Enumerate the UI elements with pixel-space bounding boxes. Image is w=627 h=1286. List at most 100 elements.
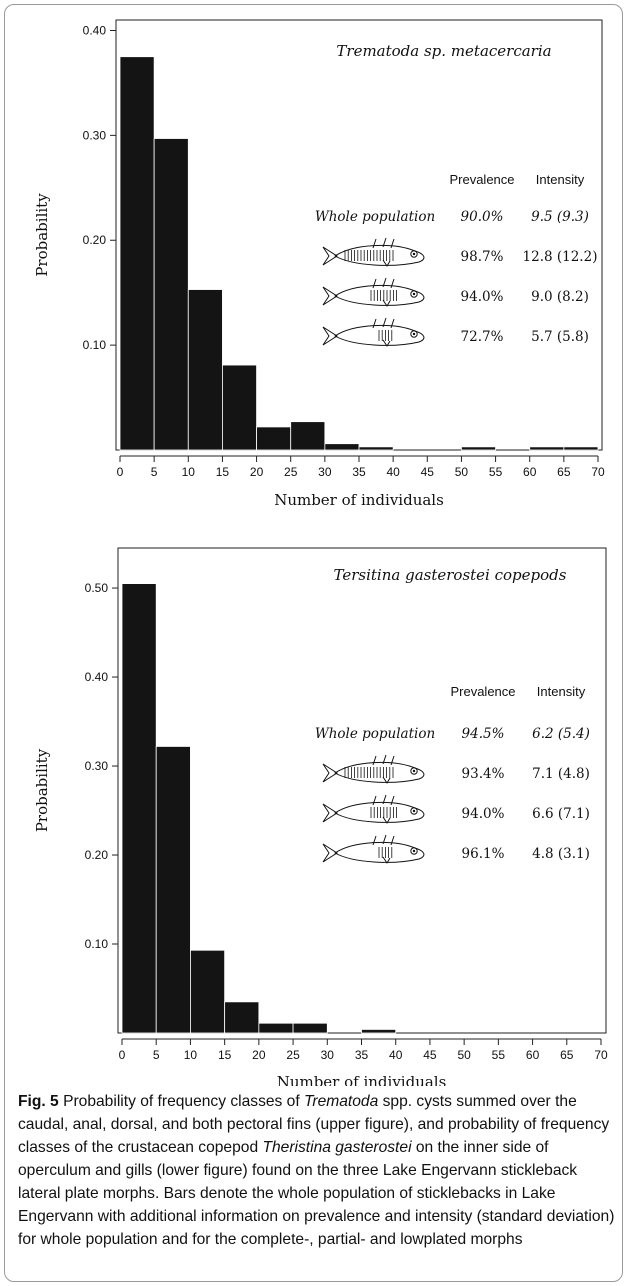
table-header-intensity: Intensity <box>537 684 586 699</box>
row-prevalence: 94.0% <box>462 806 505 822</box>
row-prevalence: 94.5% <box>462 726 505 742</box>
caption-text: Probability of frequency classes of Trem… <box>18 1093 614 1248</box>
bar <box>119 56 155 451</box>
y-axis-label: Probability <box>33 748 51 832</box>
x-tick-label: 35 <box>355 1048 369 1062</box>
fish-tail <box>322 246 338 266</box>
fish-spine <box>382 237 387 248</box>
fish-spine <box>390 755 395 766</box>
fish-eye <box>410 847 418 855</box>
fish-spine <box>372 755 377 766</box>
x-tick-label: 0 <box>119 1048 126 1062</box>
bar <box>222 364 257 451</box>
complete-plated-stickleback-icon <box>322 237 425 267</box>
bar <box>324 443 360 451</box>
x-tick-label: 20 <box>250 465 264 479</box>
x-tick-label: 10 <box>182 465 196 479</box>
chart-title: Trematoda sp. metacercaria <box>336 42 551 60</box>
bar <box>358 446 394 451</box>
fish-spine <box>390 238 395 249</box>
x-tick-label: 45 <box>421 465 435 479</box>
x-tick-label: 40 <box>386 465 400 479</box>
y-tick-label: 0.40 <box>83 23 107 37</box>
bar <box>190 949 226 1034</box>
fish-spine <box>372 318 377 329</box>
y-tick-label: 0.20 <box>85 848 109 862</box>
fish-pelvic-fin <box>382 776 391 784</box>
bar <box>529 446 565 451</box>
bar <box>155 746 191 1034</box>
y-axis-label: Probability <box>33 193 51 277</box>
x-tick-label: 5 <box>153 1048 160 1062</box>
low-plated-stickleback-icon <box>322 834 425 864</box>
fish-eye <box>410 290 418 298</box>
x-tick-label: 15 <box>218 1048 232 1062</box>
x-tick-label: 60 <box>523 465 537 479</box>
fish-pelvic-fin <box>382 856 391 864</box>
caption-run: on the inner side of operculum and gills… <box>18 1139 615 1248</box>
figure-frame <box>4 4 623 1282</box>
fish-spine <box>382 834 387 845</box>
bar <box>361 1029 397 1034</box>
fish-pupil <box>412 849 416 853</box>
y-tick-label: 0.10 <box>85 937 109 951</box>
row-prevalence: 94.0% <box>461 289 504 305</box>
x-tick-label: 25 <box>286 1048 300 1062</box>
caption-run: spp. cysts summed over the caudal, anal,… <box>18 1093 610 1156</box>
x-tick-label: 65 <box>560 1048 574 1062</box>
fish-tail <box>322 763 338 783</box>
caption-italic-term: Theristina gasterostei <box>262 1139 412 1156</box>
fish-pupil <box>412 332 416 336</box>
bar <box>290 421 326 451</box>
fish-pelvic-fin <box>382 259 391 267</box>
y-tick-label: 0.50 <box>85 581 109 595</box>
fish-spine <box>372 795 377 806</box>
chart-title: Tersitina gasterostei copepods <box>334 566 567 584</box>
figure-label: Fig. 5 <box>18 1093 59 1110</box>
fish-eye <box>410 330 418 338</box>
fish-pupil <box>412 292 416 296</box>
x-tick-label: 10 <box>184 1048 198 1062</box>
bar <box>258 1022 294 1034</box>
x-tick-label: 35 <box>352 465 366 479</box>
y-tick-label: 0.40 <box>85 670 109 684</box>
row-intensity: 9.5 (9.3) <box>531 209 589 225</box>
x-tick-label: 25 <box>284 465 298 479</box>
x-tick-label: 40 <box>389 1048 403 1062</box>
y-tick-label: 0.30 <box>83 128 107 142</box>
x-tick-label: 70 <box>594 1048 608 1062</box>
bar <box>461 446 496 451</box>
fish-spine <box>382 754 387 765</box>
table-header-prevalence: Prevalence <box>450 684 515 699</box>
chart-2: 0.10 0.20 0.30 0.40 0.50 0 5 10 15 20 25 30 35 40 45 50… <box>33 547 608 1086</box>
fish-spine <box>382 277 387 288</box>
bar <box>121 583 157 1034</box>
fish-spine <box>382 794 387 805</box>
fish-pelvic-fin <box>382 339 391 347</box>
x-tick-label: 0 <box>117 465 124 479</box>
x-tick-label: 65 <box>557 465 571 479</box>
bar <box>563 446 599 451</box>
fish-eye <box>410 807 418 815</box>
fish-body <box>334 841 425 863</box>
fish-spine <box>390 795 395 806</box>
fish-spine <box>390 835 395 846</box>
table-header-prevalence: Prevalence <box>449 172 514 187</box>
x-tick-label: 20 <box>252 1048 266 1062</box>
x-axis-label: Number of individuals <box>277 1073 447 1086</box>
fish-eye <box>410 250 418 258</box>
x-tick-label: 55 <box>489 465 503 479</box>
fish-spine <box>390 318 395 329</box>
bar <box>292 1022 328 1034</box>
figure-caption: Fig. 5 Probability of frequency classes … <box>18 1090 618 1251</box>
bar <box>187 289 223 451</box>
partial-plated-stickleback-icon <box>322 794 425 824</box>
x-tick-label: 45 <box>423 1048 437 1062</box>
row-intensity: 9.0 (8.2) <box>531 289 589 305</box>
y-tick-label: 0.30 <box>85 759 109 773</box>
x-tick-label: 55 <box>492 1048 506 1062</box>
row-prevalence: 96.1% <box>462 846 505 862</box>
table-header-intensity: Intensity <box>536 172 585 187</box>
fish-pelvic-fin <box>382 816 391 824</box>
row-prevalence: 90.0% <box>461 209 504 225</box>
